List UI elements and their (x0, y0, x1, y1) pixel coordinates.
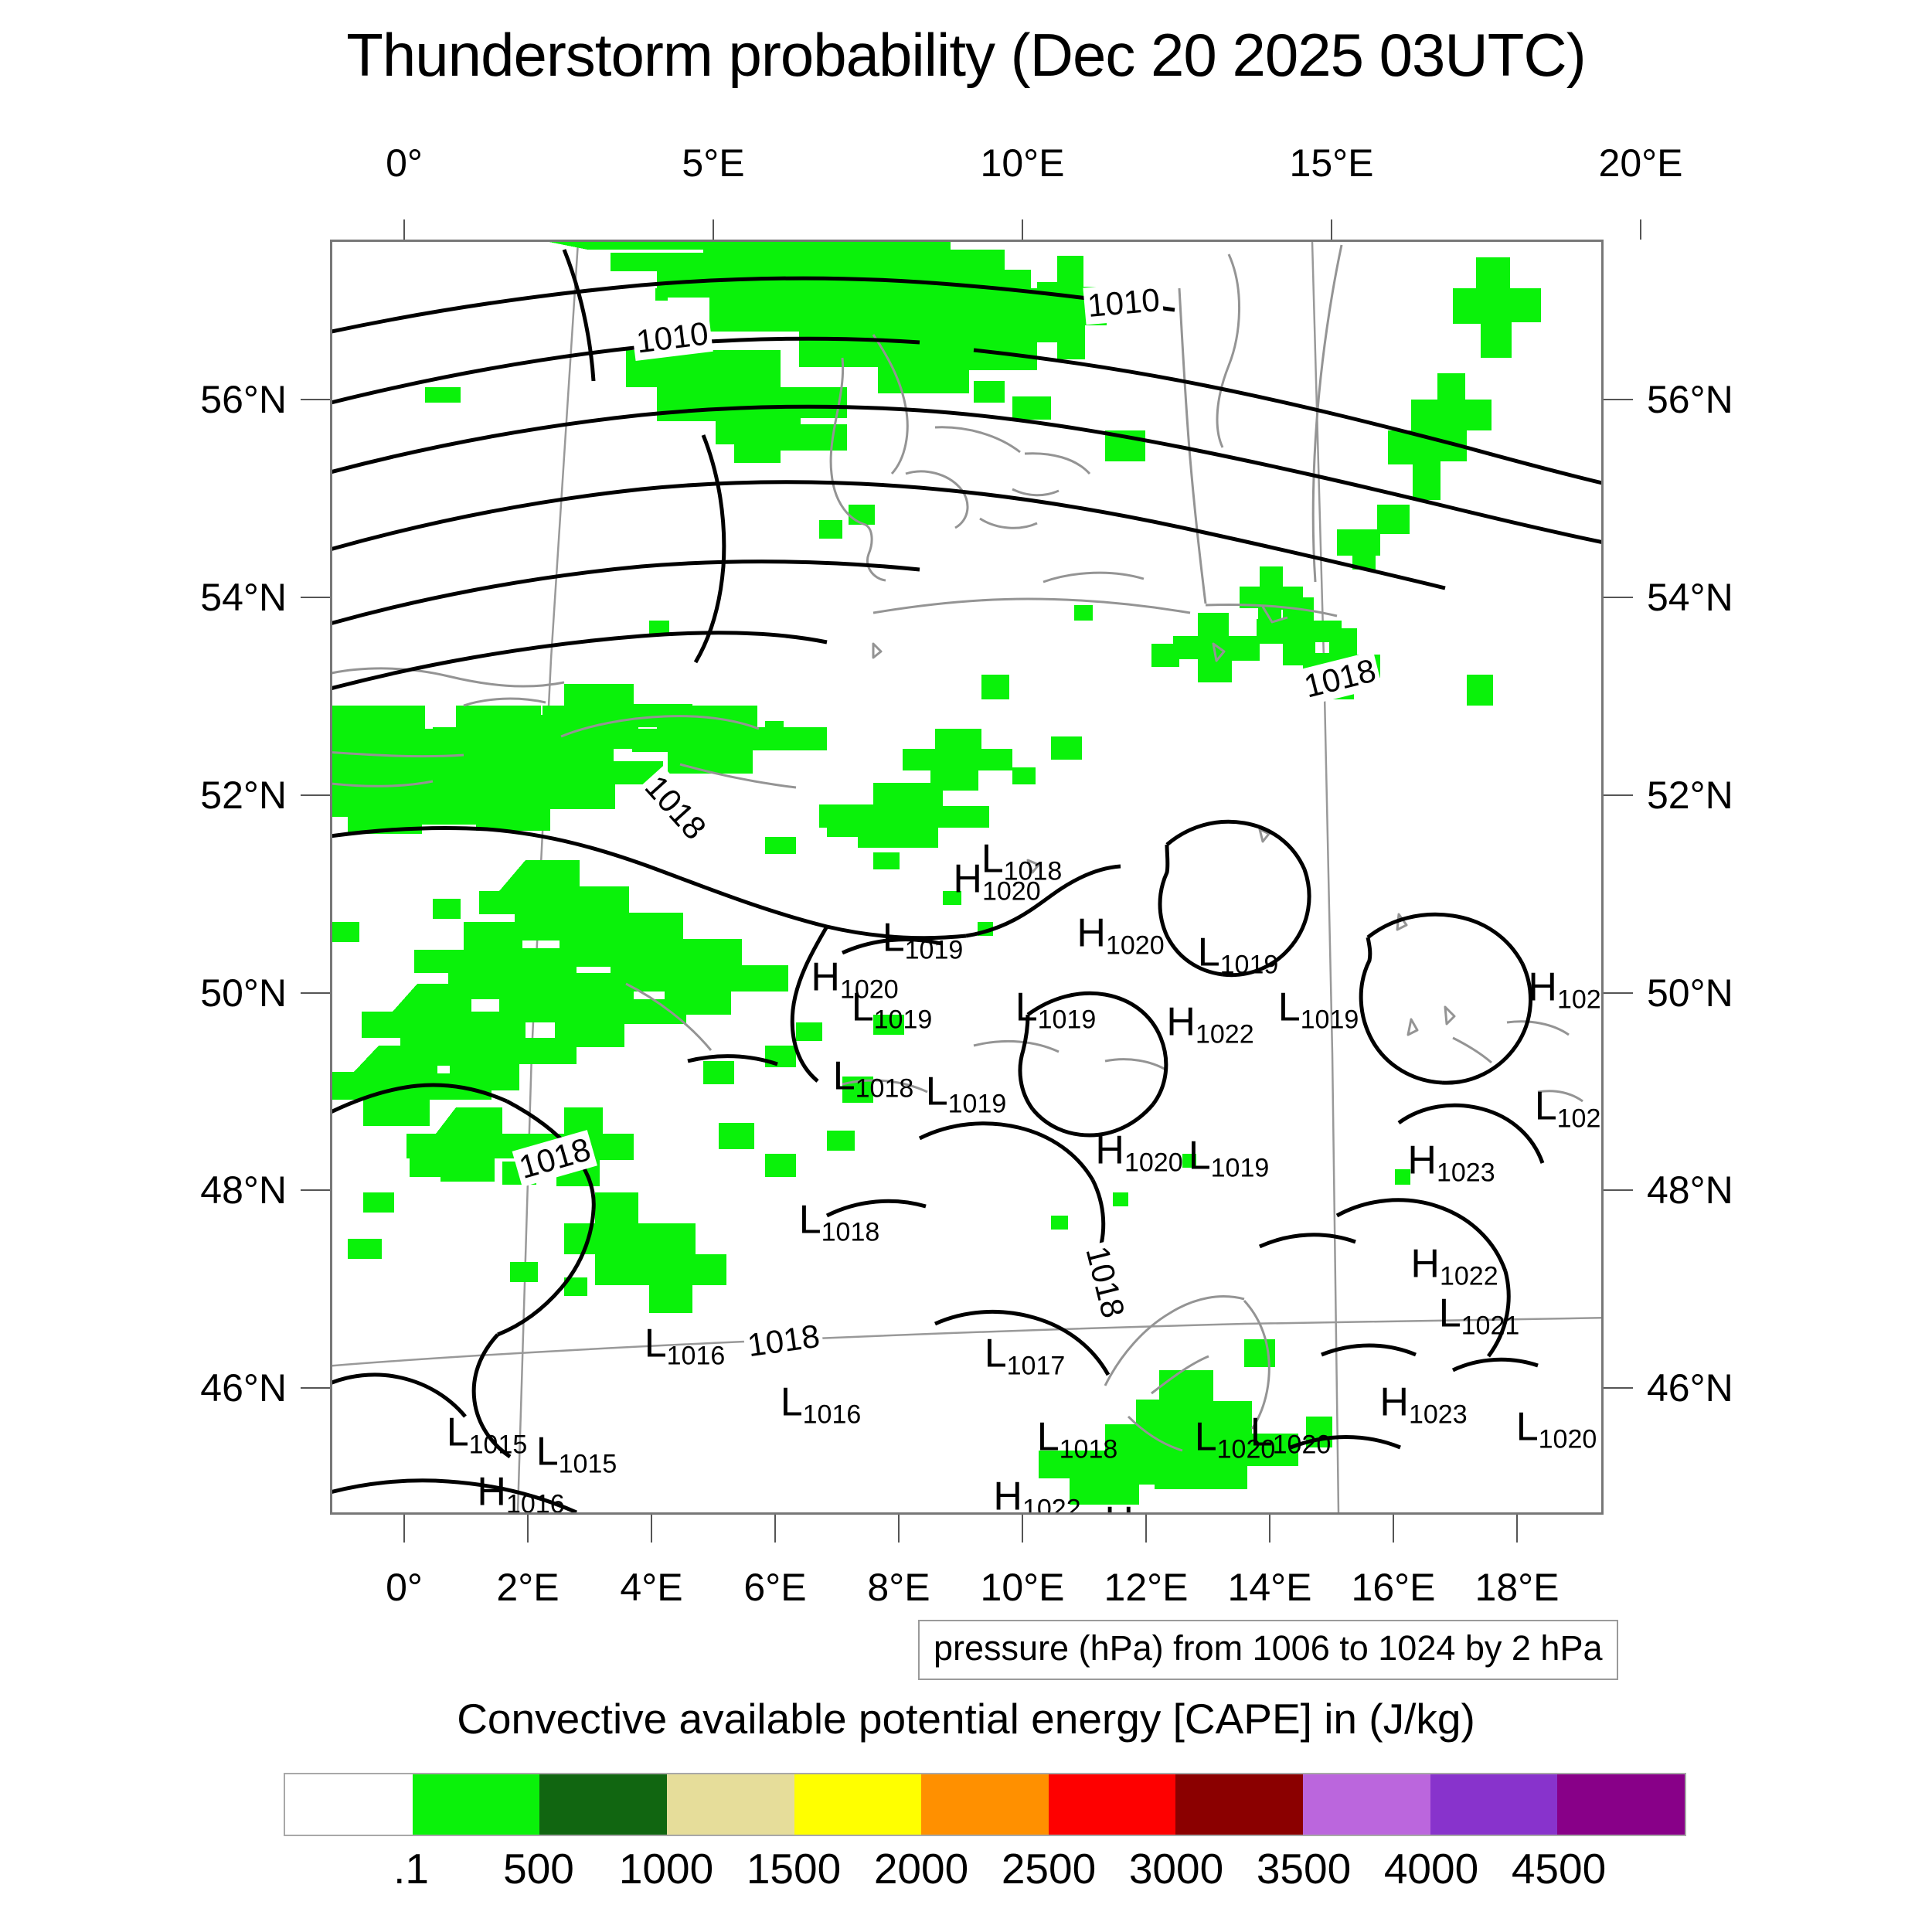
lon-label-bottom: 16°E (1351, 1566, 1436, 1609)
axis-tick (403, 219, 405, 240)
colorbar-segment-9[interactable] (1430, 1774, 1558, 1835)
colorbar-segment-4[interactable] (794, 1774, 922, 1835)
colorbar-segment-3[interactable] (666, 1774, 794, 1835)
lon-label-top: 15°E (1289, 141, 1374, 185)
lon-label-top: 20°E (1598, 141, 1683, 185)
lon-label-bottom: 6°E (743, 1566, 807, 1609)
axis-tick (1604, 992, 1633, 994)
colorbar-segment-7[interactable] (1175, 1774, 1304, 1835)
axis-tick (1516, 1515, 1518, 1543)
graticule-layer (332, 242, 1601, 1512)
axis-tick (1604, 399, 1633, 401)
lat-label-right: 52°N (1647, 773, 1733, 817)
colorbar-segment-1[interactable] (412, 1774, 540, 1835)
axis-tick (1604, 597, 1633, 599)
lat-label-left: 52°N (200, 773, 287, 817)
axis-tick (1145, 1515, 1147, 1543)
axis-tick (1331, 219, 1332, 240)
colorbar-labels: .1 500 1000 1500 2000 2500 3000 3500 4000 4500 (284, 1844, 1686, 1898)
lat-label-right: 48°N (1647, 1168, 1733, 1213)
axis-tick (301, 399, 330, 401)
lon-label-bottom: 14°E (1227, 1566, 1312, 1609)
colorbar-segment-2[interactable] (539, 1774, 667, 1835)
colorbar-segment-5[interactable] (921, 1774, 1049, 1835)
axis-tick (1269, 1515, 1270, 1543)
axis-tick (1640, 219, 1641, 240)
lon-label-top: 10°E (980, 141, 1065, 185)
lon-label-bottom: 18°E (1475, 1566, 1560, 1609)
lat-label-left: 48°N (200, 1168, 287, 1213)
axis-tick (301, 1387, 330, 1389)
axis-tick (301, 1189, 330, 1192)
lat-label-right: 46°N (1647, 1366, 1733, 1410)
axis-tick (301, 992, 330, 994)
colorbar[interactable] (284, 1773, 1686, 1836)
lon-label-top: 0° (386, 141, 423, 185)
colorbar-segment-6[interactable] (1048, 1774, 1176, 1835)
axis-tick (1022, 219, 1023, 240)
colorbar-tick-label: 4500 (1511, 1845, 1607, 1893)
colorbar-tick-label: 1000 (618, 1845, 714, 1893)
colorbar-segment-8[interactable] (1303, 1774, 1430, 1835)
axis-tick (898, 1515, 900, 1543)
colorbar-tick-label: 4000 (1383, 1845, 1479, 1893)
axis-tick (1393, 1515, 1394, 1543)
axis-tick (301, 597, 330, 599)
axis-tick (713, 219, 714, 240)
map-plot-area[interactable]: 1010 1010 1018 1018 1018 1018 1018 H1020 L1019 H… (330, 240, 1604, 1515)
axis-tick (1604, 1387, 1633, 1389)
lat-label-right: 56°N (1647, 378, 1733, 422)
lat-label-right: 54°N (1647, 576, 1733, 620)
axis-tick (1604, 1189, 1633, 1192)
axis-tick (301, 794, 330, 796)
lon-label-bottom: 2°E (496, 1566, 560, 1609)
colorbar-tick-label: 1500 (746, 1845, 842, 1893)
colorbar-tick-label: 2500 (1001, 1845, 1097, 1893)
colorbar-segment-10[interactable] (1557, 1774, 1685, 1835)
pressure-legend-text: pressure (hPa) from 1006 to 1024 by 2 hP… (934, 1628, 1603, 1668)
axis-tick (651, 1515, 652, 1543)
axis-tick (527, 1515, 529, 1543)
lat-label-right: 50°N (1647, 971, 1733, 1015)
lat-label-left: 56°N (200, 378, 287, 422)
lon-label-bottom: 8°E (867, 1566, 930, 1609)
coastline-layer (332, 244, 1583, 1452)
colorbar-tick-label: 3000 (1128, 1845, 1224, 1893)
lon-label-bottom: 0° (386, 1566, 423, 1609)
colorbar-title: Convective available potential energy [C… (457, 1695, 1475, 1743)
colorbar-tick-label: 3500 (1256, 1845, 1352, 1893)
lat-label-left: 50°N (200, 971, 287, 1015)
colorbar-tick-label: 2000 (873, 1845, 969, 1893)
pressure-legend-box: pressure (hPa) from 1006 to 1024 by 2 hP… (918, 1620, 1618, 1680)
lon-label-bottom: 10°E (980, 1566, 1065, 1609)
lon-label-bottom: 12°E (1104, 1566, 1189, 1609)
axis-tick (1604, 794, 1633, 796)
lat-label-left: 54°N (200, 576, 287, 620)
colorbar-segment-0[interactable] (285, 1774, 413, 1835)
colorbar-tick-label: 500 (503, 1845, 574, 1893)
axis-tick (1022, 1515, 1023, 1543)
colorbar-tick-label: .1 (393, 1845, 429, 1893)
lon-label-top: 5°E (682, 141, 745, 185)
lat-label-left: 46°N (200, 1366, 287, 1410)
map-canvas (332, 242, 1601, 1512)
axis-tick (403, 1515, 405, 1543)
lon-label-bottom: 4°E (620, 1566, 683, 1609)
axis-tick (774, 1515, 776, 1543)
page-title: Thunderstorm probability (Dec 20 2025 03… (346, 21, 1586, 89)
